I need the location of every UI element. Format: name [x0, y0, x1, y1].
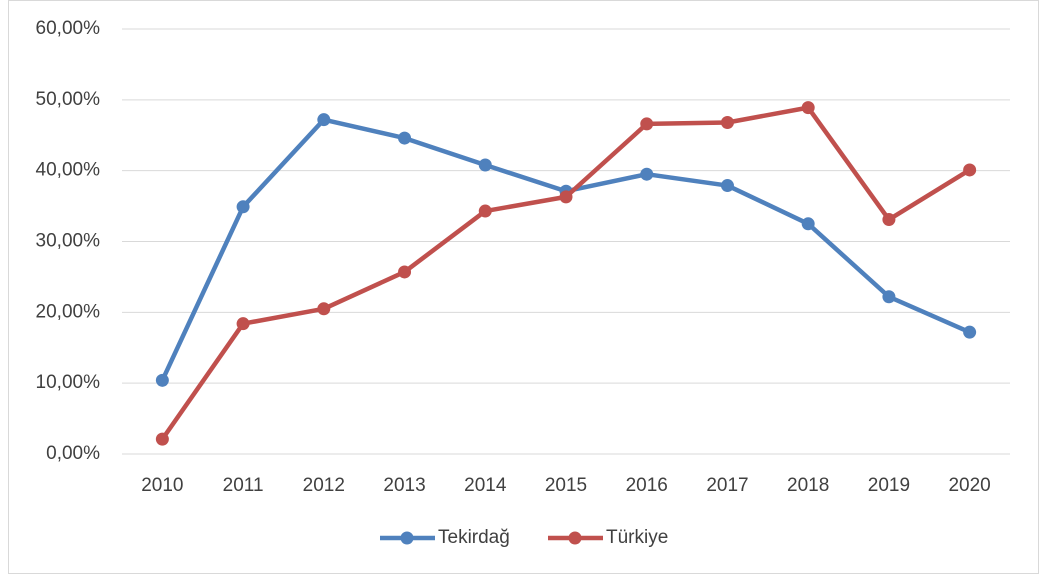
- y-tick-label: 30,00%: [36, 231, 101, 252]
- data-point: [236, 200, 250, 214]
- data-point: [236, 317, 250, 331]
- y-tick-label: 10,00%: [36, 372, 101, 393]
- y-tick-label: 40,00%: [36, 160, 101, 181]
- legend-marker: [400, 531, 414, 545]
- data-point: [559, 190, 573, 204]
- x-tick-label: 2018: [787, 475, 829, 496]
- data-point: [317, 302, 331, 316]
- x-tick-label: 2013: [383, 475, 425, 496]
- y-tick-label: 0,00%: [46, 443, 100, 464]
- data-point: [398, 265, 412, 279]
- data-point: [478, 158, 492, 172]
- y-tick-label: 50,00%: [36, 89, 101, 110]
- data-point: [720, 179, 734, 193]
- data-point: [882, 290, 896, 304]
- y-tick-label: 20,00%: [36, 301, 101, 322]
- data-point: [963, 325, 977, 339]
- data-point: [801, 101, 815, 115]
- x-tick-label: 2012: [303, 475, 345, 496]
- x-tick-label: 2017: [706, 475, 748, 496]
- data-point: [317, 113, 331, 127]
- x-tick-label: 2019: [868, 475, 910, 496]
- x-tick-label: 2010: [141, 475, 183, 496]
- x-tick-label: 2011: [223, 475, 264, 496]
- data-point: [155, 432, 169, 446]
- legend-label: Türkiye: [606, 527, 668, 548]
- data-point: [963, 163, 977, 177]
- x-tick-label: 2020: [948, 475, 990, 496]
- legend-label: Tekirdağ: [438, 527, 510, 548]
- legend-marker: [568, 531, 582, 545]
- chart-frame: [8, 0, 1039, 574]
- data-point: [640, 167, 654, 181]
- data-point: [882, 213, 896, 227]
- data-point: [398, 131, 412, 145]
- data-point: [640, 117, 654, 131]
- data-point: [155, 373, 169, 387]
- data-point: [801, 217, 815, 231]
- x-tick-label: 2016: [626, 475, 668, 496]
- x-tick-label: 2014: [464, 475, 507, 496]
- data-point: [720, 116, 734, 129]
- data-point: [478, 204, 492, 218]
- x-tick-label: 2015: [545, 475, 587, 496]
- y-tick-label: 60,00%: [36, 18, 101, 39]
